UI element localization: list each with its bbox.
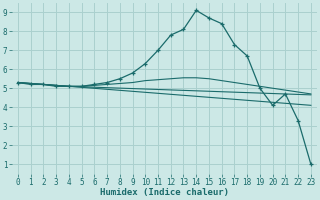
X-axis label: Humidex (Indice chaleur): Humidex (Indice chaleur) <box>100 188 229 197</box>
